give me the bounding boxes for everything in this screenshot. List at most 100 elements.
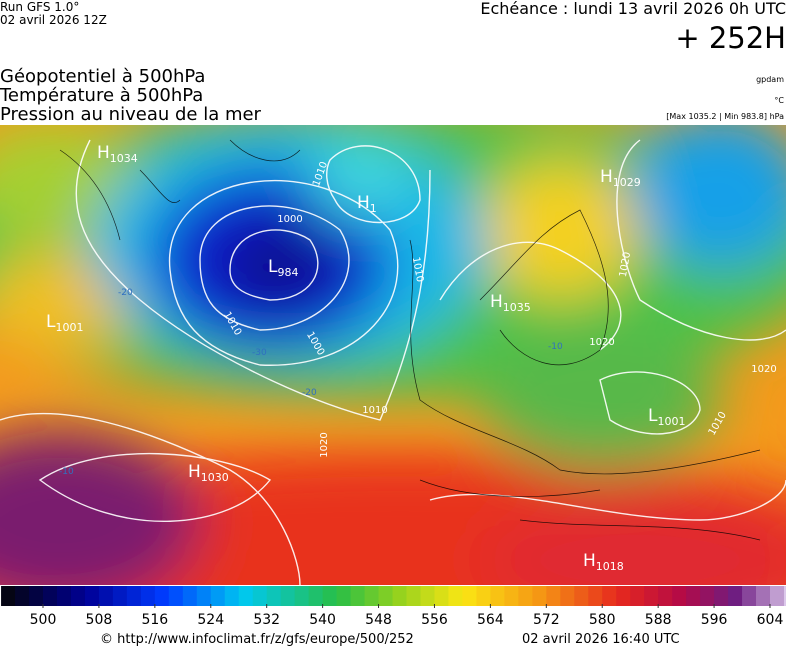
pressure-center: H1030 (188, 462, 229, 484)
colorbar-label: 556 (421, 612, 448, 628)
colorbar-swatch (364, 586, 380, 606)
colorbar-swatch (672, 586, 687, 606)
colorbar-swatch (1, 586, 16, 606)
colorbar-swatch (742, 586, 757, 606)
title-pressure: Pression au niveau de la mer (0, 104, 262, 125)
title-temperature: Température à 500hPa (0, 85, 203, 106)
isobar-label: 1020 (319, 432, 330, 457)
colorbar-swatch (783, 586, 786, 606)
colorbar-swatch (546, 586, 561, 606)
colorbar-swatch (406, 586, 421, 606)
center-value: 1030 (201, 471, 229, 484)
colorbar-swatch (462, 586, 477, 606)
isobar-label: 1020 (618, 251, 633, 278)
center-letter: H (490, 292, 503, 312)
center-letter: H (583, 551, 596, 571)
pressure-center: H1034 (97, 143, 138, 165)
colorbar-swatch (224, 586, 240, 606)
colorbar-swatch (126, 586, 142, 606)
colorbar-swatch (252, 586, 268, 606)
unit-pressure: [Max 1035.2 | Min 983.8] hPa (666, 112, 784, 121)
isobar-label: 1020 (751, 364, 776, 375)
pressure-center: H1 (357, 193, 377, 215)
colorbar-swatch (266, 586, 282, 606)
colorbar-swatch (350, 586, 366, 606)
generated-time: 02 avril 2026 16:40 UTC (522, 632, 680, 647)
colorbar-label: 580 (589, 612, 616, 628)
colorbar-swatch (504, 586, 519, 606)
colorbar-swatch (686, 586, 701, 606)
isobar-label: 1010 (362, 405, 387, 416)
colorbar-swatch (728, 586, 743, 606)
center-value: 1029 (613, 176, 641, 189)
colorbar-swatch (448, 586, 463, 606)
center-letter: H (600, 167, 613, 187)
colorbar-swatch (420, 586, 435, 606)
center-value: 1001 (657, 415, 685, 428)
colorbar-label: 564 (477, 612, 504, 628)
unit-geopotential: gpdam (756, 75, 784, 84)
center-value: 1034 (110, 152, 138, 165)
colorbar-swatch (168, 586, 184, 606)
run-date: 02 avril 2026 12Z (0, 13, 107, 27)
isobar-label: 1010 (410, 256, 425, 283)
center-letter: L (268, 257, 278, 277)
lead-time: + 252H (675, 21, 786, 55)
center-value: 1018 (596, 560, 624, 573)
center-letter: L (46, 312, 56, 332)
colorbar-label: 508 (86, 612, 113, 628)
colorbar-swatch (43, 586, 58, 606)
colorbar-swatch (574, 586, 589, 606)
colorbar-swatch (434, 586, 449, 606)
colorbar-swatch (532, 586, 547, 606)
colorbar-label: 532 (253, 612, 280, 628)
temperature-label: -10 (548, 342, 563, 352)
isobar-label: 1020 (589, 337, 614, 348)
colorbar-swatch (644, 586, 659, 606)
colorbar-label: 548 (365, 612, 392, 628)
colorbar-swatch (588, 586, 603, 606)
center-value: 1 (370, 202, 377, 215)
colorbar-swatch (140, 586, 156, 606)
pressure-center: H1035 (490, 292, 531, 314)
colorbar-swatch (238, 586, 254, 606)
colorbar-swatch (308, 586, 324, 606)
colorbar-swatch (476, 586, 491, 606)
map (0, 125, 786, 585)
isobar-label: 1000 (277, 214, 302, 225)
colorbar-swatch (518, 586, 533, 606)
center-value: 984 (277, 266, 298, 279)
colorbar-swatch (56, 586, 72, 606)
colorbar-swatch (560, 586, 575, 606)
pressure-center: H1029 (600, 167, 641, 189)
colorbar-label: 572 (533, 612, 560, 628)
colorbar-swatch (602, 586, 617, 606)
temperature-label: -30 (252, 348, 267, 358)
colorbar-swatch (658, 586, 673, 606)
colorbar-swatch (210, 586, 226, 606)
colorbar-swatch (15, 586, 30, 606)
colorbar-swatch (322, 586, 338, 606)
temperature-label: -10 (59, 467, 74, 477)
colorbar-swatch (154, 586, 170, 606)
colorbar-label: 596 (701, 612, 728, 628)
colorbar-swatch (700, 586, 715, 606)
colorbar-swatch (182, 586, 198, 606)
colorbar-label: 516 (141, 612, 168, 628)
colorbar-swatch (294, 586, 310, 606)
temperature-label: -20 (302, 388, 317, 398)
colorbar-label: 500 (30, 612, 57, 628)
unit-temperature: °C (774, 96, 784, 105)
colorbar-swatch (70, 586, 86, 606)
colorbar-swatch (756, 586, 771, 606)
colorbar-label: 604 (757, 612, 784, 628)
forecast-time: Echéance : lundi 13 avril 2026 0h UTC (480, 0, 786, 18)
colorbar-swatch (770, 586, 785, 606)
pressure-center: L1001 (648, 406, 685, 428)
colorbar-swatch (196, 586, 212, 606)
pressure-center: L1001 (46, 312, 83, 334)
colorbar-swatch (112, 586, 128, 606)
center-value: 1001 (55, 321, 83, 334)
center-letter: H (188, 462, 201, 482)
